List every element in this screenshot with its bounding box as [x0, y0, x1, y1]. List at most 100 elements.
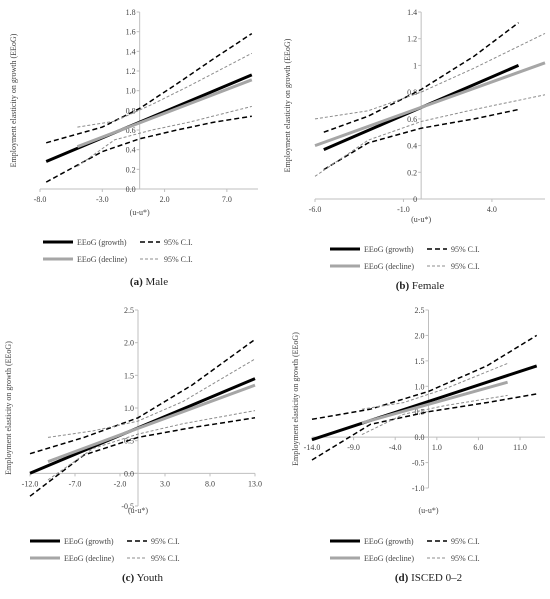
- y-tick-label: 0.4: [407, 142, 417, 151]
- series-line-growth: [311, 364, 538, 442]
- x-axis-title: (u-u*): [411, 215, 431, 224]
- y-tick-label: 0.6: [407, 115, 417, 124]
- y-tick-label: 0.8: [407, 88, 417, 97]
- series-line-decline-ci-lower: [314, 94, 546, 177]
- legend-label-decline-ci: 95% C.I.: [164, 255, 193, 264]
- panel-caption: (b) Female: [396, 280, 445, 292]
- series-line-decline: [361, 380, 509, 425]
- x-tick-label: -6.0: [309, 205, 322, 214]
- x-axis-title: (u-u*): [130, 208, 150, 217]
- chart-panel-4: -1.0 -0.5 0.0 0.5 1.0 1.5 2.0 2.5 -14.0 -9.0 -4.0 1…: [291, 306, 545, 584]
- legend: EEoG (growth) 95% C.I. EEoG (decline) 95% C…: [43, 238, 193, 264]
- series-line-growth-ci-upper: [323, 22, 519, 133]
- legend-label-decline: EEoG (decline): [77, 255, 127, 264]
- x-tick-label: -7.0: [69, 479, 82, 488]
- series-line-decline-ci-upper: [77, 52, 253, 128]
- series-line-decline: [314, 61, 546, 148]
- x-tick-label: -1.0: [397, 205, 410, 214]
- x-tick-label: 1.0: [432, 443, 442, 452]
- series-line-decline: [47, 383, 256, 464]
- legend: EEoG (growth) 95% C.I. EEoG (decline) 95% C…: [330, 245, 480, 271]
- legend-label-decline: EEoG (decline): [64, 554, 114, 563]
- x-tick-label: 13.0: [248, 479, 262, 488]
- y-tick-label: 0.0: [126, 185, 136, 194]
- y-tick-label: 0.8: [126, 106, 136, 115]
- x-tick-label: -8.0: [34, 195, 47, 204]
- x-tick-label: -14.0: [304, 443, 321, 452]
- series-line-decline-ci-lower: [361, 394, 508, 436]
- chart-panel-3: -0.5 0.0 0.5 1.0 1.5 2.0 2.5 -12.0 -7.0 -2.0 3.0 8.…: [4, 306, 262, 584]
- series-line-decline-ci-lower: [47, 410, 256, 481]
- y-tick-label: 1.0: [124, 404, 134, 413]
- y-axis-title: Employment elasticity on growth (EEoG): [4, 341, 13, 475]
- series-line-decline-ci-upper: [314, 32, 546, 120]
- panel-caption-text: Youth: [134, 572, 163, 584]
- y-tick-label: 1.4: [126, 47, 136, 56]
- y-tick-label: 2.5: [415, 306, 425, 315]
- legend-label-growth: EEoG (growth): [64, 537, 114, 546]
- panel-caption: (d) ISCED 0–2: [395, 572, 462, 584]
- panel-caption-letter: (b): [396, 280, 410, 292]
- legend-label-decline-ci: 95% C.I.: [151, 554, 180, 563]
- x-tick-label: -4.0: [389, 443, 402, 452]
- legend-label-growth: EEoG (growth): [364, 537, 414, 546]
- chart-panel-1: 0.0 0.2 0.4 0.6 0.8 1.0 1.2 1.4 1.6 1.8 -8.0 -3.0 2.…: [9, 8, 258, 288]
- y-tick-label: 1.2: [407, 35, 417, 44]
- y-axis-title: Employment elasticity on growth (EEoG): [283, 38, 292, 172]
- y-tick-label: -0.5: [121, 502, 134, 511]
- x-tick-label: 4.0: [487, 205, 497, 214]
- x-tick-label: 11.0: [513, 443, 527, 452]
- y-tick-label: 2.5: [124, 306, 134, 315]
- panel-caption-text: ISCED 0–2: [408, 572, 462, 584]
- y-tick-label: 1.0: [415, 382, 425, 391]
- x-tick-label: -2.0: [114, 479, 127, 488]
- y-tick-label: 0.4: [126, 146, 136, 155]
- y-tick-label: 0.0: [124, 469, 134, 478]
- series-line-growth-ci-lower: [45, 115, 252, 183]
- y-tick-label: 0.0: [415, 433, 425, 442]
- y-tick-label: 1.5: [415, 357, 425, 366]
- y-tick-label: 0.5: [415, 408, 425, 417]
- legend: EEoG (growth) 95% C.I. EEoG (decline) 95% C…: [30, 537, 180, 563]
- panel-caption-text: Female: [409, 280, 444, 292]
- y-tick-label: -0.5: [412, 459, 425, 468]
- legend-label-growth: EEoG (growth): [364, 245, 414, 254]
- y-tick-label: 1: [413, 61, 417, 70]
- panel-caption-letter: (d): [395, 572, 409, 584]
- panel-caption: (c) Youth: [122, 572, 163, 584]
- legend-label-decline: EEoG (decline): [364, 554, 414, 563]
- x-tick-label: -12.0: [22, 479, 39, 488]
- x-axis-title: (u-u*): [128, 506, 148, 515]
- y-tick-label: 1.4: [407, 8, 417, 17]
- panel-caption-letter: (a): [130, 276, 143, 288]
- series-line-decline-ci-upper: [47, 358, 256, 438]
- y-tick-label: 1.6: [126, 28, 136, 37]
- x-axis-title: (u-u*): [419, 506, 439, 515]
- x-tick-label: 7.0: [222, 195, 232, 204]
- series-line-growth-ci-lower: [29, 417, 256, 497]
- x-tick-label: -3.0: [96, 195, 109, 204]
- legend: EEoG (growth) 95% C.I. EEoG (decline) 95% C…: [330, 537, 480, 563]
- legend-label-growth-ci: 95% C.I.: [451, 537, 480, 546]
- series-line-decline: [76, 78, 253, 149]
- series-line-decline-ci-lower: [77, 105, 252, 167]
- y-tick-label: 0.6: [126, 126, 136, 135]
- legend-label-growth-ci: 95% C.I.: [164, 238, 193, 247]
- legend-label-growth-ci: 95% C.I.: [451, 245, 480, 254]
- x-tick-label: -9.0: [347, 443, 360, 452]
- x-tick-label: 8.0: [205, 479, 215, 488]
- y-tick-label: 2.0: [415, 331, 425, 340]
- legend-label-growth: EEoG (growth): [77, 238, 127, 247]
- y-tick-label: 2.0: [124, 339, 134, 348]
- y-tick-label: 1.8: [126, 8, 136, 17]
- x-tick-label: 2.0: [160, 195, 170, 204]
- y-tick-label: 0.2: [407, 168, 417, 177]
- y-axis-title: Employment elasticity on growth (EEoG): [9, 33, 18, 167]
- x-tick-label: 6.0: [473, 443, 483, 452]
- chart-panel-2: 0 0.2 0.4 0.6 0.8 1 1.2 1.4 -6.0 -1.0 4.0 (u-u*) Emp…: [283, 8, 546, 292]
- series-line-growth-ci-upper: [311, 334, 538, 421]
- y-axis-title: Employment elasticity on growth (EEoG): [291, 332, 300, 466]
- y-tick-label: -1.0: [412, 484, 425, 493]
- legend-label-decline: EEoG (decline): [364, 262, 414, 271]
